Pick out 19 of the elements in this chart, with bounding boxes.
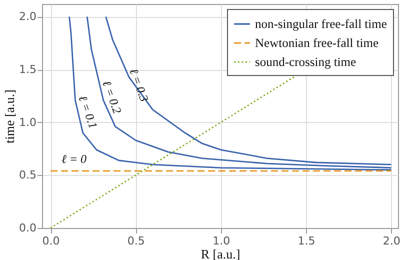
annotation: ℓ = 0 (61, 152, 87, 166)
y-tick-label: 0.5 (19, 168, 36, 182)
annotation: ℓ = 0.2 (100, 78, 124, 116)
x-axis-title: R [a.u.] (200, 246, 240, 260)
y-tick-label: 1.5 (19, 63, 36, 76)
y-tick-label: 2.0 (19, 10, 36, 24)
legend-label: non-singular free-fall time (255, 17, 388, 31)
x-tick-label: 1.0 (212, 234, 230, 248)
y-tick-label: 0.0 (19, 222, 36, 234)
y-tick-label: 1.0 (19, 116, 36, 129)
x-tick-label: 0.0 (42, 234, 60, 248)
y-axis-title: time [a.u.] (2, 90, 18, 144)
annotation: ℓ = 0.1 (76, 94, 100, 130)
annotation: ℓ = 0.3 (126, 66, 152, 104)
x-tick-label: 2.0 (382, 234, 400, 248)
x-tick-label: 0.5 (127, 234, 145, 248)
x-tick-label: 1.5 (298, 234, 316, 248)
legend-label: Newtonian free-fall time (255, 36, 380, 50)
legend-label: sound-crossing time (255, 55, 356, 69)
